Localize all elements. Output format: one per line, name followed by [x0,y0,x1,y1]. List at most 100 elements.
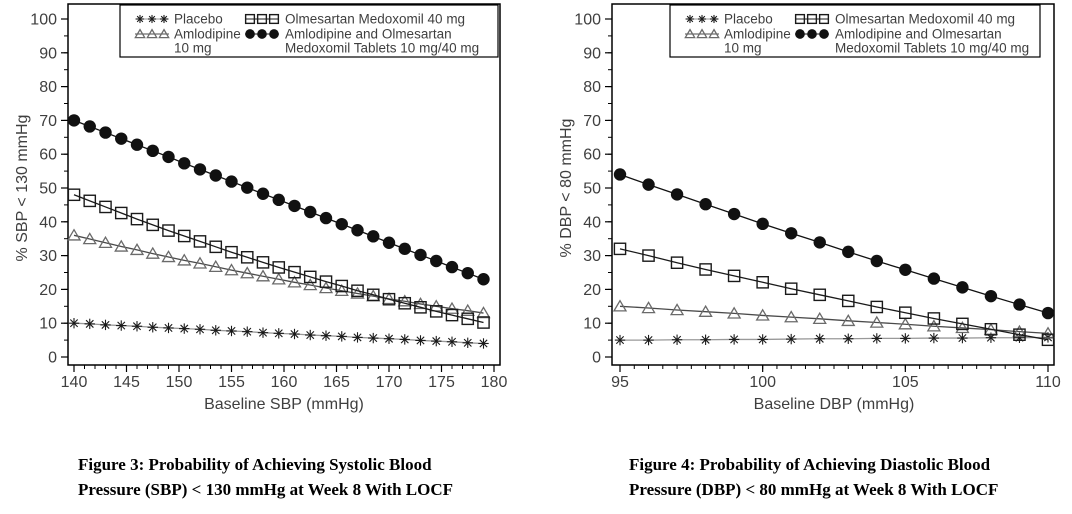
asterisk-marker [274,329,283,338]
triangle-marker [146,28,158,39]
legend-box [119,4,499,58]
square-marker [146,218,160,232]
x-tick-label: 180 [481,374,508,391]
square-marker [225,245,238,259]
y-tick-label: 70 [583,113,601,130]
square-marker [240,250,254,264]
circle-marker [927,272,941,285]
plot-frame [611,3,1055,366]
triangle-marker [145,246,160,259]
triangle-marker [1040,326,1056,339]
y-tick-label: 50 [39,181,57,198]
y-tick-label: 10 [39,316,57,333]
asterisk-marker [136,15,144,23]
triangle-marker [641,301,656,314]
series-placebo [68,318,489,349]
circle-marker [257,29,267,39]
series-amlodipine-and-olmesartan-medoxomil-tablets-10-mg-40-mg [67,114,490,286]
square-marker [244,13,256,25]
legend-label: Olmesartan Medoxomil 40 mg [835,12,1015,27]
y-tick-label: 30 [583,248,601,265]
legend-label: Medoxomil Tablets 10 mg/40 mg [835,41,1029,56]
y-tick-label: 80 [583,79,601,96]
triangle-marker [684,28,696,39]
circle-marker [162,150,175,164]
asterisk-marker [758,335,767,344]
y-tick-label: 100 [574,12,601,29]
triangle-marker [869,315,884,328]
legend-label: 10 mg [174,41,212,56]
triangle-marker [240,266,255,279]
y-tick-label: 60 [39,147,57,164]
circle-marker [241,181,254,194]
asterisk-marker [698,15,706,23]
square-marker [366,288,380,302]
square-marker [818,13,830,25]
asterisk-marker [479,339,488,348]
asterisk-marker [243,327,252,336]
legend-label: Olmesartan Medoxomil 40 mg [285,12,465,27]
square-marker [813,288,827,302]
square-marker [268,13,280,25]
square-marker [956,317,969,331]
series-line [619,173,1049,314]
asterisk-marker [432,337,441,346]
circle-marker [245,29,255,39]
circle-marker [335,217,348,231]
triangle-marker [669,303,685,316]
square-marker [1041,333,1055,347]
square-marker [193,235,207,248]
circle-marker [178,157,191,170]
asterisk-marker [673,335,682,344]
asterisk-marker [730,335,739,344]
triangle-marker [460,303,475,316]
asterisk-marker [815,334,824,343]
asterisk-marker [160,15,168,23]
triangle-marker [696,28,708,39]
circle-marker [99,126,112,139]
legend-box [669,4,1041,58]
asterisk-marker [929,334,938,343]
square-marker [784,282,798,296]
square-marker [177,229,191,243]
x-tick-label: 105 [892,374,919,391]
y-tick-label: 30 [39,248,57,265]
circle-marker [367,230,380,243]
asterisk-marker [353,333,362,342]
y-tick-label: 0 [48,350,57,367]
circle-marker [984,289,998,303]
y-tick-label: 40 [39,214,57,231]
figure3-caption-line2: Pressure (SBP) < 130 mmHg at Week 8 With… [78,480,454,499]
triangle-marker [476,306,491,319]
y-tick-label: 10 [583,316,601,333]
triangle-marker [158,28,170,39]
circle-marker [1041,306,1055,320]
square-marker [445,308,459,322]
square-marker [256,13,268,25]
square-marker [83,194,97,208]
legend-label: Placebo [174,12,223,27]
y-tick-label: 20 [583,282,601,299]
square-marker [351,284,364,298]
x-tick-label: 155 [218,374,245,391]
circle-marker [146,144,159,158]
triangle-marker [192,256,208,269]
x-axis-title: Baseline SBP (mmHg) [204,396,364,413]
series-amlodipine-and-olmesartan-medoxomil-tablets-10-mg-40-mg [613,168,1055,320]
triangle-marker [413,297,428,310]
triangle-marker [66,228,82,241]
asterisk-marker [195,325,205,334]
square-marker [642,249,655,262]
circle-marker [642,178,655,191]
circle-marker [115,132,128,145]
asterisk-marker [337,332,346,341]
circle-marker [870,254,883,268]
triangle-marker [698,304,713,317]
triangle-marker [898,317,913,330]
circle-marker [795,29,805,39]
circle-marker [727,207,741,221]
x-tick-label: 170 [376,374,403,391]
y-axis: 0 10 20 30 40 50 60 70 80 90 100 [30,12,68,367]
